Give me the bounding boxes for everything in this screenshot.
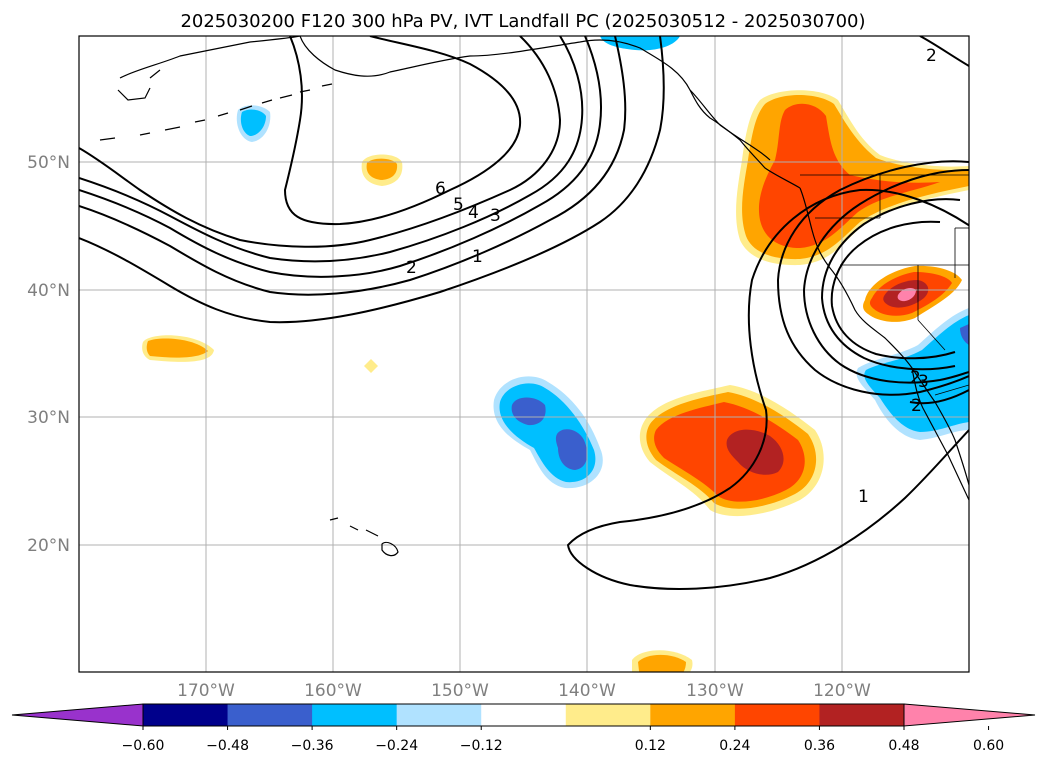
anomaly-negative-southwest-edge	[960, 324, 969, 345]
contour-label-6: 6	[435, 179, 446, 199]
anomaly-positive-central-dark	[726, 429, 784, 475]
contour-4	[79, 36, 584, 263]
coastline-bc	[689, 89, 801, 189]
colorbar-tick-label: −0.48	[206, 738, 249, 754]
lon-label-150: 150°W	[431, 681, 489, 701]
contour-label-5: 5	[453, 195, 464, 215]
border-ca-nv-diag	[917, 319, 946, 351]
coastlines	[99, 36, 969, 557]
contour-label-east-2b: 2	[911, 396, 922, 416]
anomaly-negative-southwest-core	[864, 315, 969, 432]
gridlines	[79, 36, 969, 672]
contour-label-east-2a: 2	[910, 368, 921, 388]
lon-label-130: 130°W	[686, 681, 744, 701]
colorbar-tick-label: 0.24	[719, 738, 750, 754]
contour-5	[79, 36, 562, 248]
lat-label-50: 50°N	[27, 153, 70, 173]
colorbar-extend-high	[903, 703, 1036, 727]
colorbar-tick-label: −0.24	[375, 738, 418, 754]
colorbar-segment	[312, 704, 398, 726]
longitude-labels: 170°W 160°W 150°W 140°W 130°W 120°W	[177, 681, 871, 701]
lon-label-170: 170°W	[177, 681, 235, 701]
colorbar: −0.60 −0.48 −0.36 −0.24 −0.12 0.12 0.24 0.36 0.4…	[11, 703, 1036, 754]
contour-1-east	[566, 188, 969, 590]
lon-label-160: 160°W	[304, 681, 362, 701]
lat-label-40: 40°N	[27, 281, 70, 301]
contour-label-4: 4	[468, 203, 479, 223]
contour-4-east	[820, 198, 961, 371]
colorbar-tick-label: −0.60	[122, 738, 165, 754]
filled-anomalies	[142, 36, 969, 672]
map-frame	[78, 35, 970, 673]
coastline-west-coast	[799, 187, 969, 486]
contour-2	[79, 36, 627, 296]
colorbar-frame	[142, 703, 905, 727]
colorbar-segment	[481, 704, 567, 726]
colorbar-tick-label: 0.48	[888, 738, 919, 754]
contour-6-east	[909, 389, 969, 405]
contour-1	[79, 36, 665, 324]
colorbar-segment	[143, 704, 229, 726]
colorbar-tick-label: 0.60	[973, 738, 1004, 754]
contour-labels: 6 5 4 3 2 1 2 1 2 3 2	[406, 46, 937, 507]
colorbar-tick-label: −0.36	[291, 738, 334, 754]
contour-2-east	[776, 160, 969, 396]
colorbar-segment	[650, 704, 736, 726]
colorbar-tick-label: 0.12	[635, 738, 666, 754]
contour-5-east	[830, 220, 956, 360]
pv-contours	[79, 36, 969, 590]
colorbar-segment	[227, 704, 313, 726]
latitude-labels: 50°N 40°N 30°N 20°N	[27, 153, 70, 556]
contour-label-3: 3	[490, 206, 501, 226]
contour-3	[79, 36, 603, 278]
border-us-mexico	[934, 384, 969, 396]
anomaly-negative-bering-core	[240, 109, 266, 136]
contour-label-east-1: 1	[858, 487, 869, 507]
contour-6	[283, 36, 522, 226]
contour-label-1: 1	[472, 247, 483, 267]
colorbar-segment	[734, 704, 820, 726]
anomaly-positive-dot	[364, 359, 378, 373]
coastline-aleutians	[99, 83, 333, 141]
chart-title: 2025030200 F120 300 hPa PV, IVT Landfall…	[180, 11, 865, 32]
anomaly-positive-california-peak	[897, 287, 916, 302]
colorbar-segment	[396, 704, 482, 726]
colorbar-tick-label: −0.12	[460, 738, 503, 754]
anomaly-positive-pacific-northwest-red	[758, 103, 940, 248]
anomaly-negative-central-core1	[511, 397, 546, 426]
contour-2-ne	[919, 36, 969, 67]
coastline-alaska	[117, 36, 771, 161]
state-borders	[800, 174, 969, 396]
lon-label-140: 140°W	[558, 681, 616, 701]
lat-label-30: 30°N	[27, 408, 70, 428]
map-panel: 6 5 4 3 2 1 2 1 2 3 2	[78, 35, 970, 673]
contour-label-east-3: 3	[918, 372, 929, 392]
anomaly-positive-small-north-core	[366, 158, 398, 180]
contour-label-2: 2	[406, 258, 417, 278]
lat-label-20: 20°N	[27, 536, 70, 556]
contour-label-ne-2: 2	[926, 46, 937, 66]
anomaly-positive-south-core	[638, 654, 686, 672]
colorbar-tick-label: 0.36	[804, 738, 835, 754]
coastline-hawaii	[329, 517, 399, 557]
anomaly-negative-central-core2	[555, 429, 588, 470]
colorbar-segment	[819, 704, 905, 726]
anomaly-positive-west-core	[146, 338, 208, 358]
lon-label-120: 120°W	[813, 681, 871, 701]
colorbar-segment	[565, 704, 651, 726]
colorbar-extend-low	[11, 703, 144, 727]
contour-3-east	[802, 169, 969, 384]
